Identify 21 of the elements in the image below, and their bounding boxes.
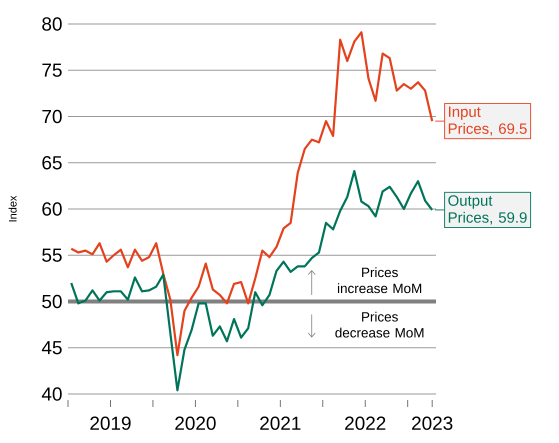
x-tick-label: 2022: [345, 416, 386, 430]
x-tick-label: 2023: [412, 416, 452, 430]
legend-label: Output Prices, 59.9: [448, 195, 527, 225]
y-tick-label: 80: [42, 17, 62, 31]
line-series: [70, 31, 434, 356]
x-tick-label: 2020: [175, 416, 216, 430]
y-tick-label: 55: [42, 248, 62, 262]
y-tick-label: 65: [42, 156, 62, 170]
y-tick-label: 60: [42, 202, 62, 216]
x-tick-label: 2021: [260, 416, 300, 430]
legend-label: Input Prices, 69.5: [448, 106, 527, 136]
y-tick-label: 45: [42, 341, 62, 354]
y-tick-label: 75: [42, 64, 62, 77]
annotation: Prices decrease MoM: [335, 312, 424, 338]
y-tick-label: 50: [42, 294, 62, 308]
annotation: Prices increase MoM: [338, 267, 422, 294]
line-series: [70, 170, 434, 392]
y-tick-label: 70: [42, 110, 62, 124]
y-tick-label: 40: [42, 387, 62, 401]
y-axis-title: Index: [8, 196, 17, 222]
x-tick-label: 2019: [90, 416, 131, 430]
